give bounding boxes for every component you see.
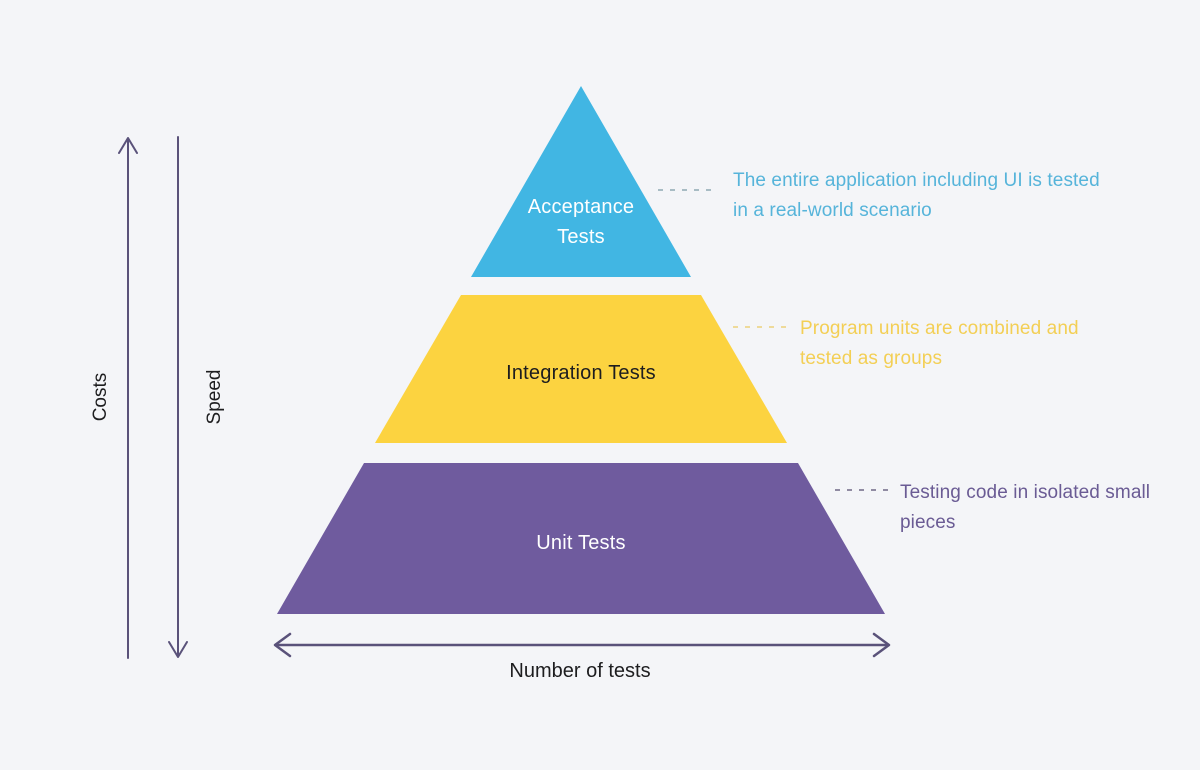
speed-axis-arrow — [168, 136, 188, 658]
unit-annotation: Testing code in isolated small pieces — [900, 482, 1151, 533]
acceptance-layer-shape — [471, 86, 691, 277]
unit-layer-label: Unit Tests — [536, 532, 626, 554]
unit-layer-shape — [277, 463, 885, 614]
integration-annotation: Program units are combined and tested as… — [800, 318, 1079, 369]
number-of-tests-arrow — [273, 632, 891, 658]
acceptance-layer-label: Acceptance Tests — [527, 196, 635, 248]
acceptance-annotation: The entire application including UI is t… — [733, 170, 1100, 221]
number-of-tests-label: Number of tests — [509, 660, 651, 682]
integration-layer-label: Integration Tests — [506, 362, 656, 384]
costs-axis-arrow — [118, 137, 138, 659]
speed-axis-label: Speed — [204, 369, 225, 425]
integration-layer-shape — [375, 295, 787, 443]
costs-axis-label: Costs — [90, 372, 111, 422]
